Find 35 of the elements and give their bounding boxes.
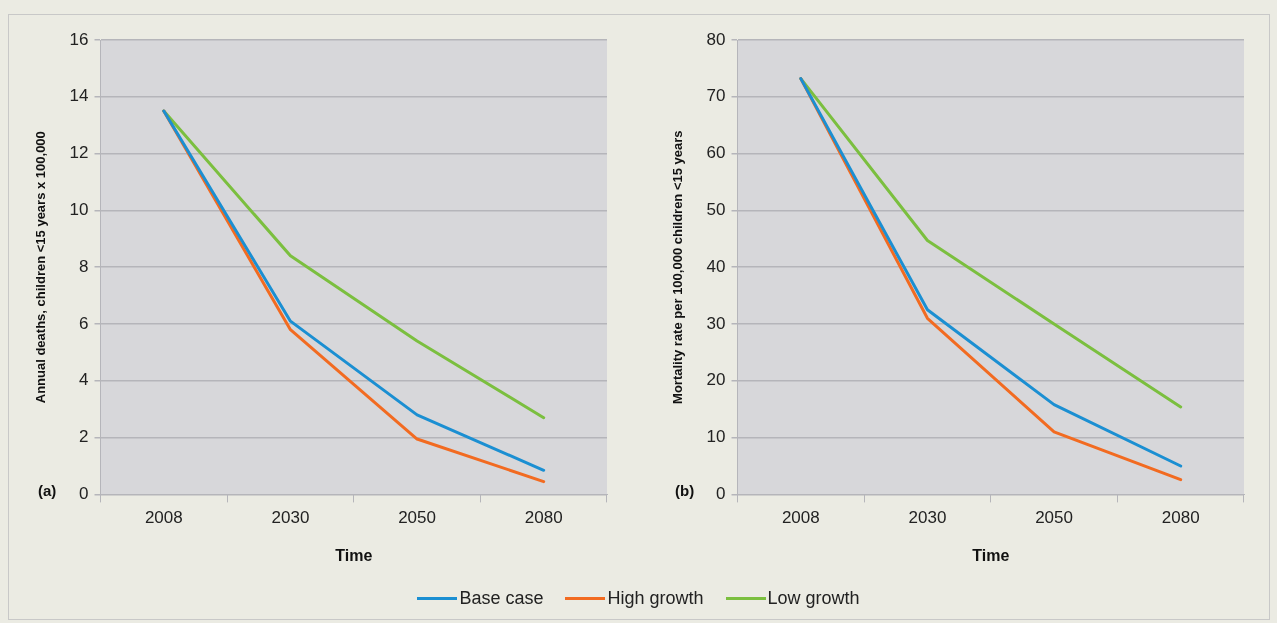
legend-label: High growth	[607, 588, 704, 609]
x-tick-label: 2008	[144, 508, 183, 528]
text: (b)	[675, 481, 695, 499]
x-tick-label: 2008	[781, 508, 820, 528]
x-tick-label: 2050	[398, 508, 436, 528]
legend-label: Low growth	[767, 588, 860, 609]
y-tick-label: 6	[79, 313, 89, 333]
y-tick-label: 10	[706, 427, 726, 447]
legend-label: Base case	[459, 588, 544, 609]
x-axis-title: Time	[335, 546, 373, 564]
x-tick-label: 2030	[271, 508, 310, 528]
y-tick-label: 12	[69, 143, 89, 163]
y-tick-label: 20	[706, 370, 726, 390]
y-tick-label: 30	[706, 313, 726, 333]
x-tick-label: 2080	[524, 508, 563, 528]
y-tick-label: 4	[79, 370, 89, 390]
y-tick-label: 10	[69, 200, 89, 220]
x-tick-label: 2080	[1161, 508, 1200, 528]
y-axis-title: Annual deaths, children <15 years x 100,000	[33, 131, 49, 404]
x-tick-label: 2030	[908, 508, 947, 528]
y-tick-label: 40	[706, 256, 726, 276]
y-axis-title: Mortality rate per 100,000 children <15 years	[670, 130, 686, 404]
text: (a)	[38, 481, 57, 499]
y-tick-label: 16	[69, 29, 89, 49]
y-tick-label: 80	[706, 29, 726, 49]
y-tick-label: 8	[79, 256, 89, 276]
y-tick-label: 60	[706, 143, 726, 163]
y-tick-label: 2	[79, 427, 89, 447]
y-tick-label: 0	[79, 484, 89, 504]
y-tick-label: 14	[69, 86, 89, 106]
y-tick-label: 0	[716, 484, 726, 504]
y-tick-label: 70	[706, 86, 726, 106]
x-tick-label: 2050	[1035, 508, 1073, 528]
y-tick-label: 50	[706, 200, 726, 220]
x-axis-title: Time	[972, 546, 1010, 564]
